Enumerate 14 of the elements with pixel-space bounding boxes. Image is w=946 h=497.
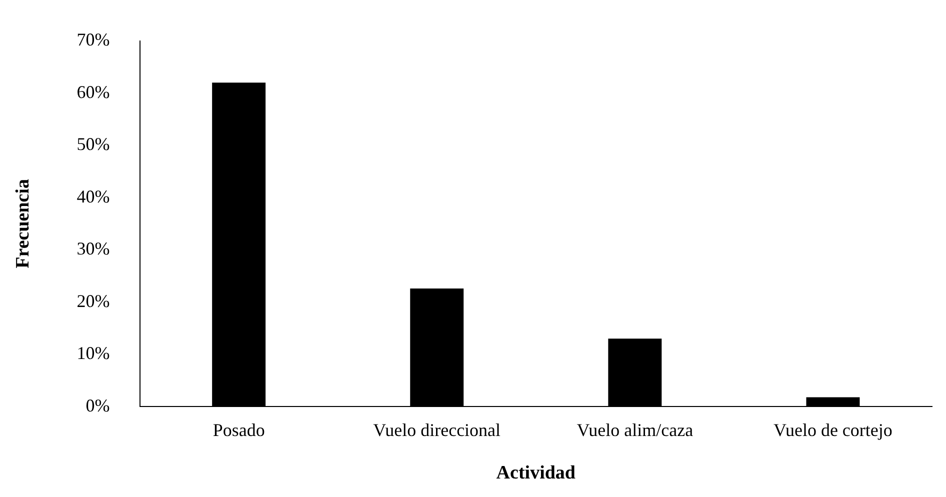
y-tick-label: 40% bbox=[76, 186, 110, 206]
x-tick-label: Vuelo direccional bbox=[373, 420, 501, 440]
y-tick-label: 60% bbox=[76, 82, 110, 102]
x-tick-label: Posado bbox=[212, 420, 265, 440]
y-tick-label: 50% bbox=[76, 134, 110, 154]
y-tick-label: 10% bbox=[76, 343, 110, 364]
y-tick-label: 20% bbox=[76, 290, 110, 311]
y-tick-label: 70% bbox=[76, 30, 110, 50]
x-tick-label: Vuelo alim/caza bbox=[576, 420, 694, 440]
y-tick-label: 0% bbox=[86, 395, 110, 416]
y-tick-label: 30% bbox=[76, 238, 110, 259]
x-axis-title: Actividad bbox=[496, 462, 576, 484]
x-tick-label: Vuelo de cortejo bbox=[774, 420, 892, 440]
y-axis-title: Frecuencia bbox=[12, 178, 34, 268]
